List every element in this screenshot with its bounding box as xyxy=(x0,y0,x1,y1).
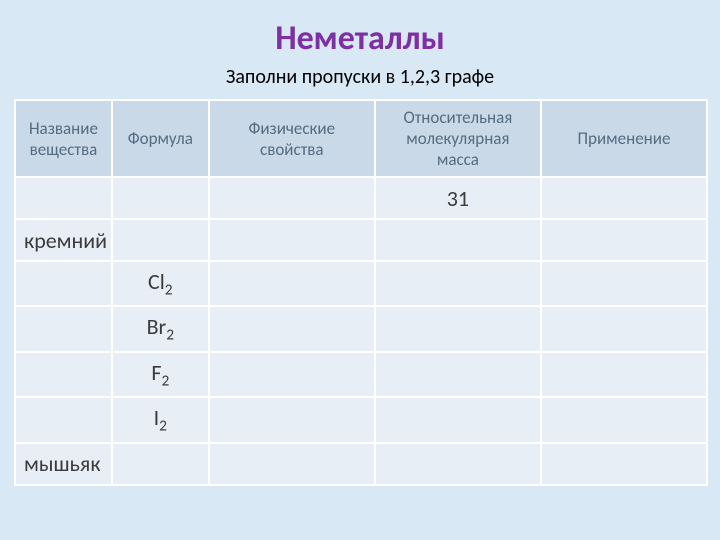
cell-use xyxy=(541,177,707,219)
cell-name xyxy=(15,261,112,306)
cell-formula xyxy=(112,177,209,219)
table-row: кремний xyxy=(15,219,707,261)
table-row: мышьяк xyxy=(15,443,707,485)
cell-mass: 31 xyxy=(375,177,541,219)
col-header-formula: Формула xyxy=(112,100,209,177)
cell-prop xyxy=(209,261,375,306)
formula-base: F xyxy=(151,359,161,386)
cell-use xyxy=(541,352,707,397)
cell-name: мышьяк xyxy=(15,443,112,485)
formula-base: Cl xyxy=(148,268,165,295)
cell-name xyxy=(15,306,112,351)
cell-mass xyxy=(375,219,541,261)
cell-formula: F2 xyxy=(112,352,209,397)
table-row: I2 xyxy=(15,397,707,442)
cell-mass xyxy=(375,261,541,306)
nonmetals-table: Название вещества Формула Физические сво… xyxy=(14,99,708,486)
col-header-name: Название вещества xyxy=(15,100,112,177)
formula-subscript: 2 xyxy=(165,280,173,299)
cell-use xyxy=(541,443,707,485)
cell-name xyxy=(15,397,112,442)
cell-prop xyxy=(209,397,375,442)
cell-mass xyxy=(375,306,541,351)
cell-name xyxy=(15,352,112,397)
table-body: 31кремнийCl2Br2F2I2мышьяк xyxy=(15,177,707,485)
col-header-mass: Относительная молекулярная масса xyxy=(375,100,541,177)
cell-mass xyxy=(375,397,541,442)
cell-mass xyxy=(375,352,541,397)
table-row: 31 xyxy=(15,177,707,219)
cell-formula xyxy=(112,443,209,485)
page-title: Неметаллы xyxy=(0,18,720,59)
cell-prop xyxy=(209,352,375,397)
cell-use xyxy=(541,261,707,306)
cell-prop xyxy=(209,443,375,485)
cell-formula xyxy=(112,219,209,261)
table-container: Название вещества Формула Физические сво… xyxy=(0,99,720,486)
cell-formula: Cl2 xyxy=(112,261,209,306)
formula-subscript: 2 xyxy=(159,417,167,436)
formula-subscript: 2 xyxy=(161,371,169,390)
cell-use xyxy=(541,219,707,261)
cell-prop xyxy=(209,306,375,351)
col-header-use: Применение xyxy=(541,100,707,177)
cell-use xyxy=(541,306,707,351)
cell-name xyxy=(15,177,112,219)
cell-mass xyxy=(375,443,541,485)
cell-prop xyxy=(209,177,375,219)
formula-subscript: 2 xyxy=(166,326,174,345)
page-subtitle: Заполни пропуски в 1,2,3 графе xyxy=(0,65,720,89)
cell-name: кремний xyxy=(15,219,112,261)
cell-formula: I2 xyxy=(112,397,209,442)
table-row: Br2 xyxy=(15,306,707,351)
col-header-prop: Физические свойства xyxy=(209,100,375,177)
table-row: F2 xyxy=(15,352,707,397)
cell-use xyxy=(541,397,707,442)
cell-prop xyxy=(209,219,375,261)
table-row: Cl2 xyxy=(15,261,707,306)
table-header-row: Название вещества Формула Физические сво… xyxy=(15,100,707,177)
cell-formula: Br2 xyxy=(112,306,209,351)
formula-base: Br xyxy=(147,313,167,340)
